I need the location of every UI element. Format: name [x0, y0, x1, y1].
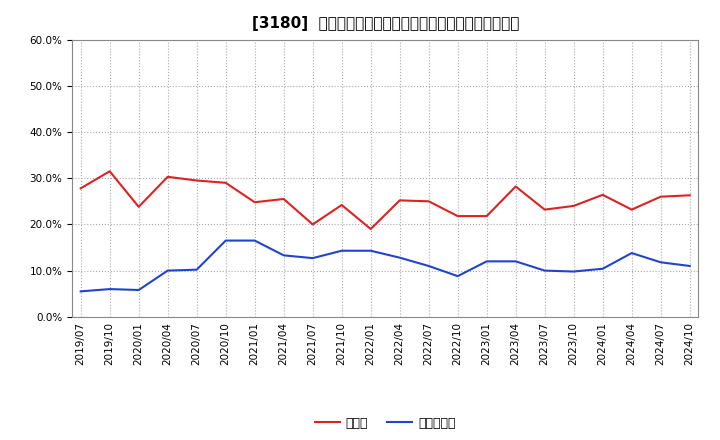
Legend: 現頹金, 有利子負債: 現頹金, 有利子負債	[310, 412, 461, 435]
現頹金	[279, 196, 288, 202]
有利子負債	[598, 266, 607, 271]
現頹金	[482, 213, 491, 219]
有利子負債	[454, 274, 462, 279]
現頹金	[135, 204, 143, 209]
現頹金	[366, 226, 375, 231]
現頹金	[192, 178, 201, 183]
有利子負債	[338, 248, 346, 253]
有利子負債	[135, 287, 143, 293]
現頹金	[76, 186, 85, 191]
現頹金	[570, 203, 578, 209]
現頹金	[395, 198, 404, 203]
有利子負債	[482, 259, 491, 264]
現頹金	[251, 200, 259, 205]
現頹金	[105, 169, 114, 174]
有利子負債	[279, 253, 288, 258]
有利子負債	[395, 255, 404, 260]
現頹金	[308, 222, 317, 227]
現頹金	[511, 184, 520, 189]
現頹金	[627, 207, 636, 212]
Title: [3180]  現頹金、有利子負債の総資産に対する比率の推移: [3180] 現頹金、有利子負債の総資産に対する比率の推移	[251, 16, 519, 32]
現頹金	[163, 174, 172, 180]
有利子負債	[76, 289, 85, 294]
有利子負債	[221, 238, 230, 243]
有利子負債	[163, 268, 172, 273]
有利子負債	[657, 260, 665, 265]
有利子負債	[627, 250, 636, 256]
現頹金	[424, 198, 433, 204]
有利子負債	[541, 268, 549, 273]
有利子負債	[366, 248, 375, 253]
有利子負債	[511, 259, 520, 264]
現頹金	[221, 180, 230, 185]
現頹金	[338, 202, 346, 208]
現頹金	[541, 207, 549, 212]
有利子負債	[192, 267, 201, 272]
現頹金	[598, 192, 607, 198]
有利子負債	[424, 263, 433, 268]
Line: 現頹金: 現頹金	[81, 171, 690, 229]
Line: 有利子負債: 有利子負債	[81, 241, 690, 291]
現頹金	[657, 194, 665, 199]
有利子負債	[251, 238, 259, 243]
現頹金	[454, 213, 462, 219]
現頹金	[685, 193, 694, 198]
有利子負債	[308, 256, 317, 261]
有利子負債	[105, 286, 114, 292]
有利子負債	[685, 263, 694, 268]
有利子負債	[570, 269, 578, 274]
